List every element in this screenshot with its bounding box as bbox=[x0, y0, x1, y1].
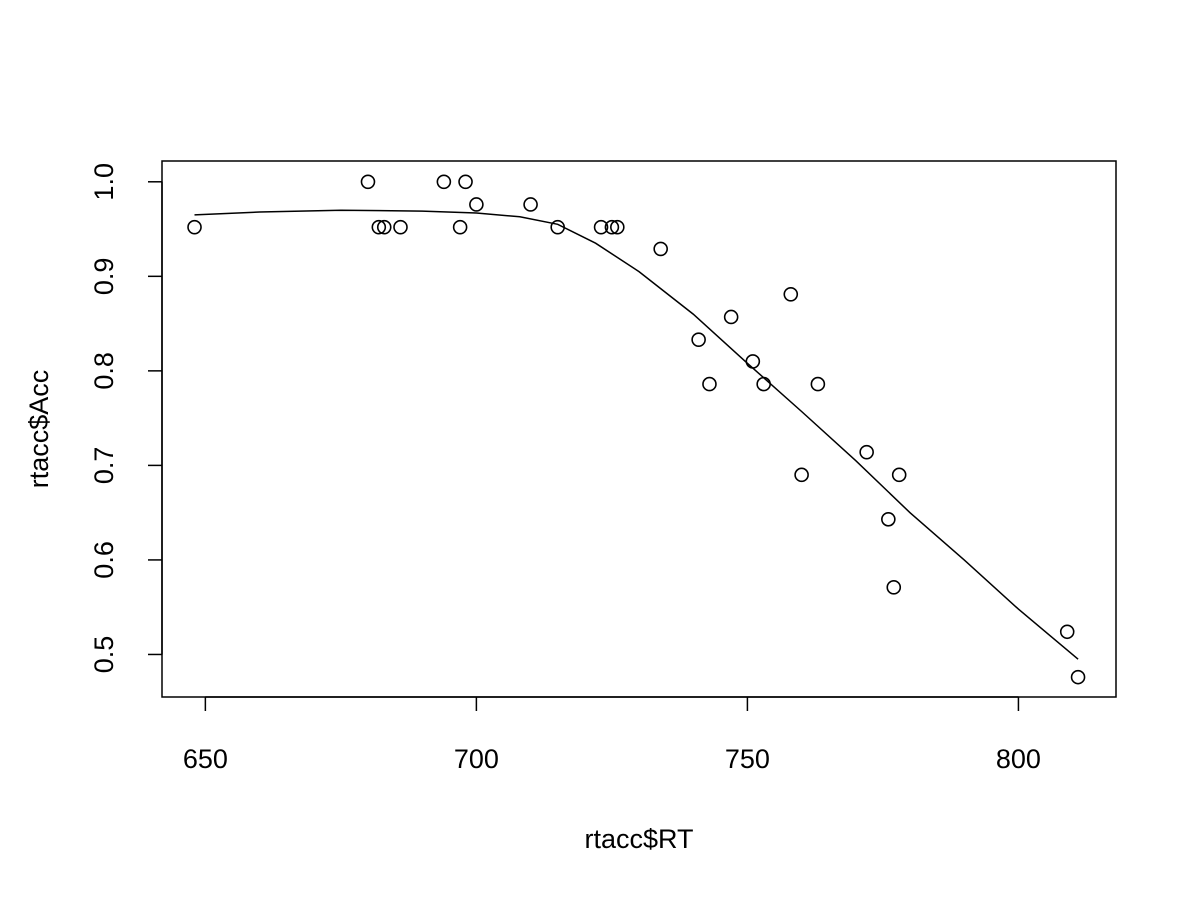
data-point bbox=[783, 286, 799, 302]
data-point bbox=[653, 241, 668, 257]
y-tick-label: 1.0 bbox=[89, 163, 119, 201]
data-point bbox=[881, 511, 896, 527]
data-point bbox=[756, 376, 771, 392]
data-point bbox=[1059, 624, 1075, 640]
data-point bbox=[376, 219, 392, 235]
data-point bbox=[393, 219, 408, 235]
data-point bbox=[891, 467, 907, 483]
data-points bbox=[187, 174, 1086, 685]
y-axis-label: rtacc$Acc bbox=[24, 370, 54, 489]
y-tick-label: 0.8 bbox=[89, 352, 119, 390]
data-point bbox=[794, 467, 809, 483]
data-point bbox=[452, 219, 468, 235]
y-tick-label: 0.5 bbox=[89, 636, 119, 674]
y-axis: 0.5 0.6 0.7 0.8 0.9 1.0 bbox=[89, 163, 163, 674]
smooth-curve bbox=[194, 209, 1079, 660]
data-point bbox=[593, 219, 609, 235]
data-point bbox=[745, 354, 761, 369]
data-point bbox=[371, 219, 387, 235]
data-point bbox=[1070, 669, 1086, 685]
data-point bbox=[458, 174, 473, 190]
x-axis: 650 700 750 800 bbox=[183, 696, 1041, 774]
plot-frame bbox=[161, 160, 1117, 698]
data-point bbox=[604, 219, 620, 235]
data-point bbox=[610, 219, 625, 235]
data-point bbox=[723, 309, 739, 325]
data-point bbox=[859, 444, 874, 460]
x-tick-label: 750 bbox=[725, 744, 770, 774]
x-tick-label: 650 bbox=[183, 744, 228, 774]
data-point bbox=[886, 580, 902, 595]
data-point bbox=[550, 219, 565, 235]
data-point bbox=[469, 197, 484, 212]
x-tick-label: 700 bbox=[454, 744, 499, 774]
data-point bbox=[523, 197, 538, 212]
data-point bbox=[702, 376, 717, 392]
x-tick-label: 800 bbox=[996, 744, 1041, 774]
data-point bbox=[691, 332, 706, 347]
data-point bbox=[187, 219, 202, 235]
y-tick-label: 0.6 bbox=[89, 541, 119, 579]
data-point bbox=[810, 376, 826, 392]
data-point bbox=[436, 174, 452, 190]
y-tick-label: 0.7 bbox=[89, 447, 119, 485]
y-tick-label: 0.9 bbox=[89, 258, 119, 296]
data-point bbox=[360, 174, 376, 190]
x-axis-label: rtacc$RT bbox=[584, 824, 693, 854]
